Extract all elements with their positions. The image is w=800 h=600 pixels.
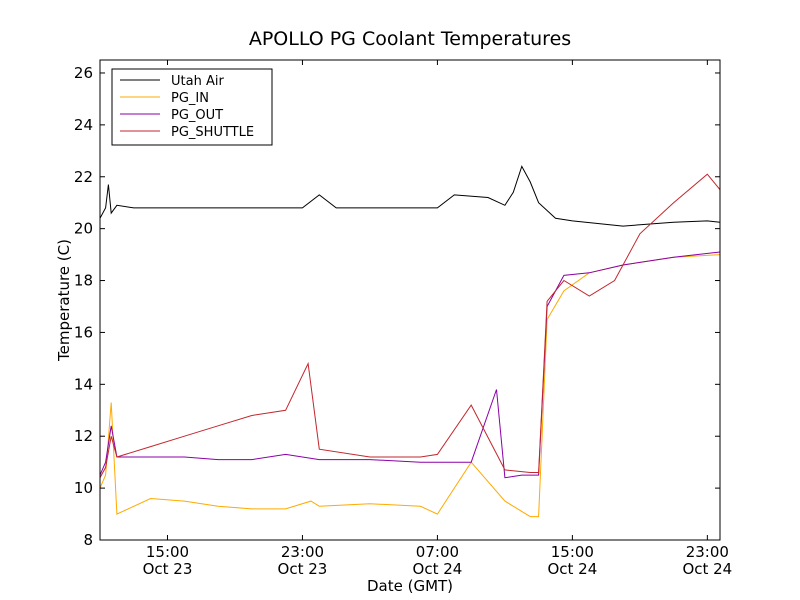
series-layer xyxy=(100,165,720,518)
y-tick-label: 18 xyxy=(74,272,93,290)
x-tick-date-label: Oct 24 xyxy=(413,560,463,578)
x-tick-time-label: 07:00 xyxy=(416,543,459,561)
y-tick-label: 24 xyxy=(74,116,93,134)
legend-label: PG_OUT xyxy=(171,108,223,123)
legend-label: PG_SHUTTLE xyxy=(171,125,254,140)
x-tick-time-label: 15:00 xyxy=(146,543,189,561)
y-tick-label: 14 xyxy=(74,375,93,393)
y-tick-label: 22 xyxy=(74,168,93,186)
y-tick-label: 16 xyxy=(74,323,93,341)
series-line-utah-air xyxy=(100,165,720,227)
y-tick-label: 8 xyxy=(83,531,93,549)
chart-title: APOLLO PG Coolant Temperatures xyxy=(249,28,571,50)
x-tick-date-label: Oct 23 xyxy=(143,560,193,578)
y-tick-label: 20 xyxy=(74,220,93,238)
x-tick-time-label: 23:00 xyxy=(686,543,729,561)
series-line-pg-out xyxy=(100,251,720,479)
x-tick-date-label: Oct 24 xyxy=(682,560,732,578)
x-axis-label: Date (GMT) xyxy=(367,577,453,595)
legend: Utah Air PG_IN PG_OUT PG_SHUTTLE xyxy=(111,68,273,146)
legend-label: PG_IN xyxy=(171,91,209,106)
y-tick-label: 26 xyxy=(74,64,93,82)
series-line-pg-shuttle xyxy=(100,173,720,478)
y-axis: 8 10 12 14 16 18 20 22 24 26 xyxy=(74,64,720,549)
legend-label: Utah Air xyxy=(171,74,224,89)
x-tick-date-label: Oct 23 xyxy=(278,560,328,578)
plot-area-frame xyxy=(99,59,721,541)
y-axis-label: Temperature (C) xyxy=(55,239,73,362)
y-tick-label: 12 xyxy=(74,427,93,445)
x-tick-time-label: 15:00 xyxy=(551,543,594,561)
y-tick-label: 10 xyxy=(74,479,93,497)
legend-box xyxy=(111,68,273,146)
x-tick-date-label: Oct 24 xyxy=(547,560,597,578)
series-line-pg-in xyxy=(100,254,720,518)
x-tick-time-label: 23:00 xyxy=(281,543,324,561)
